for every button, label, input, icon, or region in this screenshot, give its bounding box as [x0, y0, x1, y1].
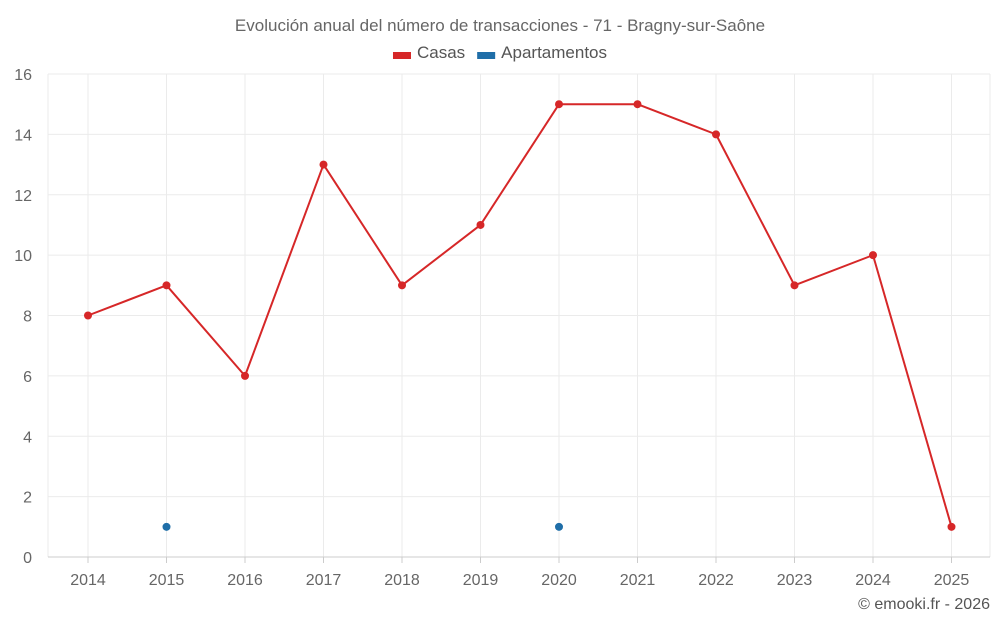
x-tick-label: 2023 — [777, 572, 813, 589]
legend-label: Casas — [417, 43, 465, 62]
y-tick-label: 6 — [23, 369, 32, 386]
data-point-casas-2020[interactable] — [555, 100, 563, 109]
data-point-apartamentos-2020[interactable] — [555, 522, 563, 531]
legend-swatch — [392, 52, 411, 59]
legend: Casas Apartamentos — [392, 43, 607, 62]
credit-text: © emooki.fr - 2026 — [858, 596, 990, 613]
data-point-casas-2024[interactable] — [869, 251, 877, 260]
data-point-casas-2021[interactable] — [633, 100, 642, 109]
y-tick-label: 14 — [14, 127, 32, 144]
data-point-casas-2017[interactable] — [319, 160, 328, 169]
data-point-casas-2015[interactable] — [162, 281, 171, 290]
y-tick-label: 8 — [23, 309, 32, 326]
x-tick-label: 2021 — [620, 572, 656, 589]
y-tick-label: 2 — [23, 490, 32, 507]
x-tick-label: 2016 — [227, 572, 263, 589]
x-tick-label: 2018 — [384, 572, 420, 589]
y-tick-label: 12 — [14, 188, 32, 205]
data-point-apartamentos-2015[interactable] — [162, 522, 171, 531]
data-point-casas-2018[interactable] — [398, 281, 406, 290]
x-tick-label: 2020 — [541, 572, 577, 589]
x-tick-label: 2015 — [149, 572, 185, 589]
legend-item-casas[interactable]: Casas — [392, 43, 465, 62]
legend-item-apartamentos[interactable]: Apartamentos — [477, 43, 607, 62]
data-point-casas-2014[interactable] — [84, 311, 92, 320]
legend-label: Apartamentos — [501, 43, 607, 62]
grid — [47, 73, 991, 557]
x-tick-label: 2022 — [698, 572, 734, 589]
x-tick-label: 2014 — [70, 572, 106, 589]
data-point-casas-2022[interactable] — [712, 130, 720, 139]
x-tick-label: 2025 — [934, 572, 970, 589]
x-tick-label: 2024 — [855, 572, 891, 589]
y-tick-label: 0 — [23, 550, 32, 567]
x-tick-label: 2019 — [463, 572, 499, 589]
data-point-casas-2023[interactable] — [790, 281, 799, 290]
y-tick-label: 10 — [14, 248, 32, 265]
series-layer — [84, 100, 956, 531]
axes: 0 2 4 6 8 10 12 14 16 2014 2015 2016 2017 2018 2019 202… — [14, 67, 990, 589]
series-line-casas — [87, 103, 953, 528]
y-tick-label: 16 — [14, 67, 32, 84]
data-point-casas-2019[interactable] — [476, 220, 485, 229]
chart-title: Evolución anual del número de transaccio… — [235, 16, 765, 35]
data-point-casas-2016[interactable] — [241, 371, 249, 380]
x-tick-label: 2017 — [306, 572, 342, 589]
legend-swatch — [477, 52, 496, 59]
data-point-casas-2025[interactable] — [947, 522, 956, 531]
y-tick-label: 4 — [23, 429, 32, 446]
